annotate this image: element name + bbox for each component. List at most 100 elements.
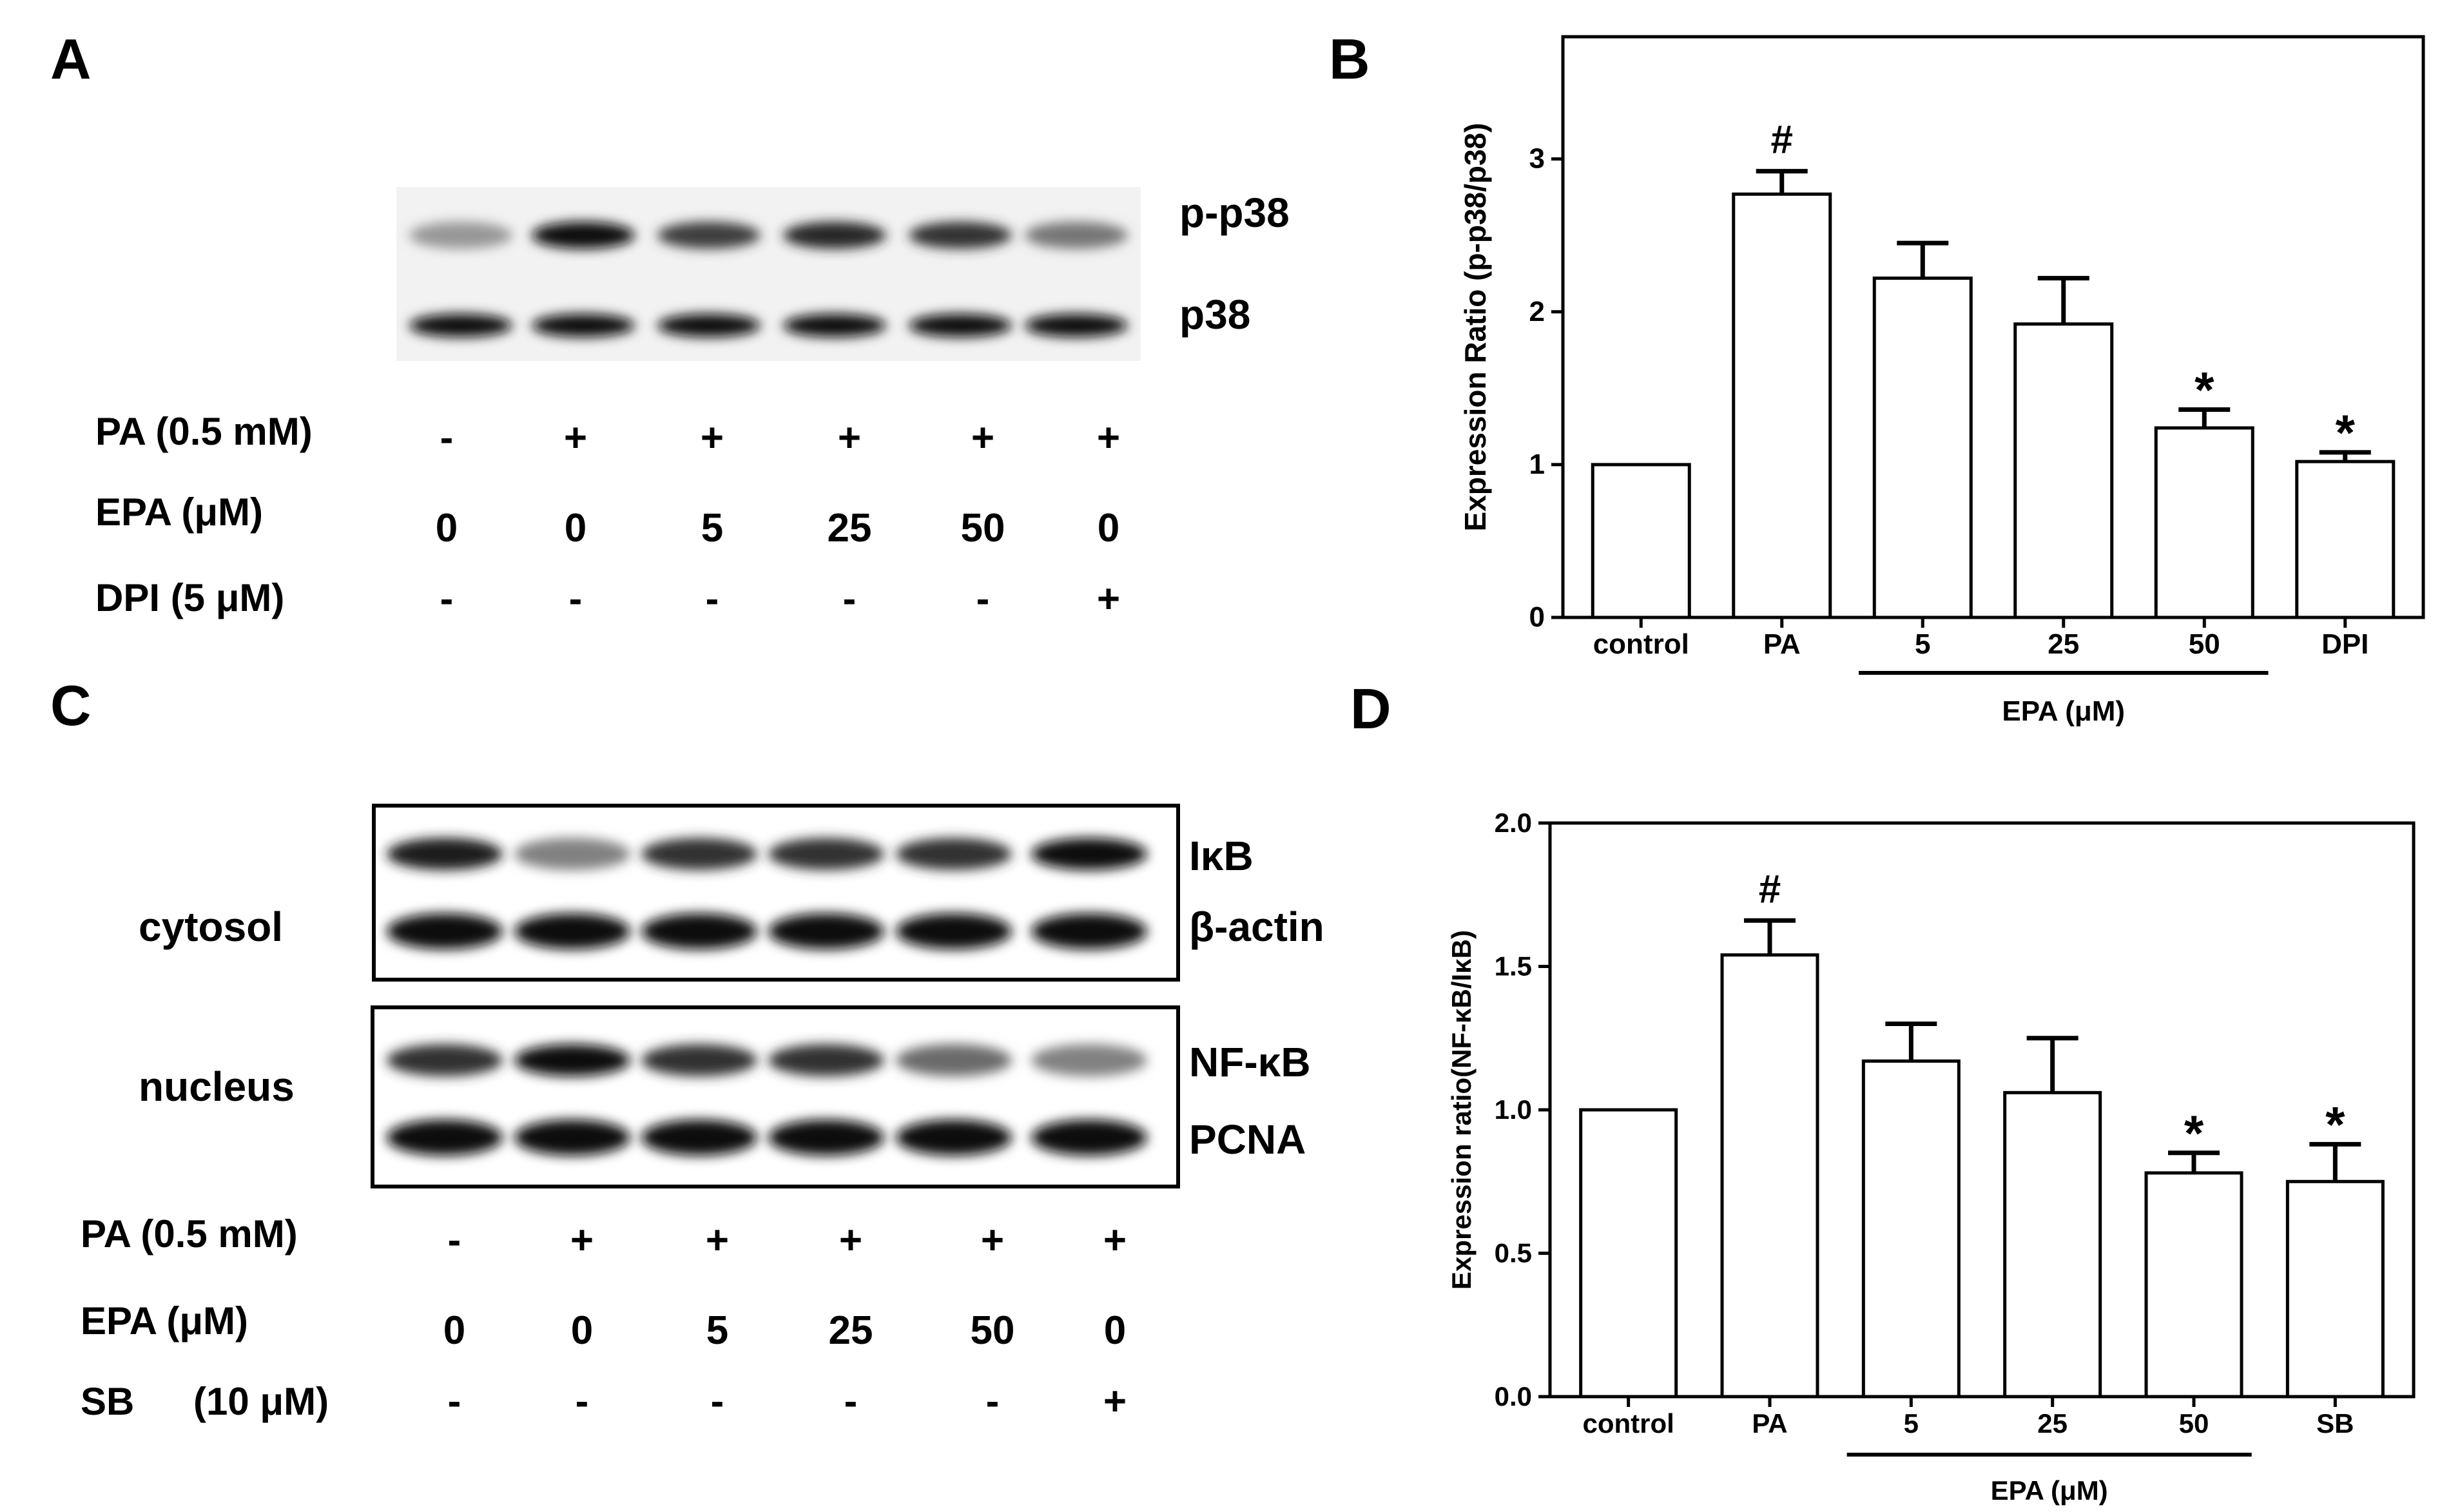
category-label-2: PA	[1763, 628, 1801, 660]
condition-2-lane-1: 0	[443, 1308, 465, 1353]
band-beta-actin-lane-5	[896, 913, 1012, 949]
band-beta-actin-lane-2	[514, 913, 630, 949]
panel-d: D 0.0 0.5 1.0 1.5 2.0 Expression ratio(NF-κB/…	[1350, 677, 2416, 1506]
condition-2-lane-2: 0	[565, 506, 586, 550]
condition-label-dpi: DPI (5 μM)	[95, 576, 284, 619]
band-p38-lane-6	[1025, 314, 1128, 337]
y-tick-label: 2	[1529, 296, 1545, 327]
bar-3	[1872, 276, 1973, 619]
band-p38-lane-4	[783, 314, 886, 337]
band-label-nf-kb: NF-κB	[1189, 1039, 1311, 1085]
condition-1-lane-4: +	[839, 1218, 862, 1263]
blot-c-bands	[387, 838, 1147, 1156]
band-beta-actin-lane-4	[768, 913, 884, 949]
condition-3-lane-6: +	[1103, 1379, 1127, 1424]
band-pcna-lane-3	[641, 1119, 757, 1156]
group-label: EPA (μM)	[1991, 1475, 2108, 1506]
condition-3-lane-4: -	[843, 577, 857, 621]
condition-2-lane-4: 25	[829, 1308, 873, 1353]
chart-d: 0.0 0.5 1.0 1.5 2.0 Expression ratio(NF-κB/Iκ…	[1446, 808, 2416, 1506]
band-p-p38-lane-5	[909, 222, 1012, 249]
bar-4	[2013, 322, 2114, 619]
category-label-6: DPI	[2321, 628, 2369, 660]
band-ikb-lane-4	[768, 838, 884, 870]
category-label-3: 5	[1915, 628, 1930, 660]
significance-2: #	[1771, 118, 1793, 162]
band-ikb-lane-1	[387, 838, 503, 870]
category-label-1: control	[1593, 628, 1689, 660]
band-label-pcna: PCNA	[1189, 1116, 1306, 1163]
condition-1-lane-1: -	[448, 1218, 461, 1263]
y-tick-label: 2.0	[1495, 808, 1532, 838]
panel-letter-c: C	[50, 674, 92, 737]
conditions-a: - + + + + +0 0 5 25 50 0 - - - - - +	[436, 416, 1120, 621]
condition-2-lane-5: 50	[961, 506, 1005, 550]
condition-1-lane-5: +	[981, 1218, 1004, 1263]
category-label-1: control	[1583, 1408, 1674, 1439]
band-p-p38-lane-3	[657, 222, 760, 249]
band-pcna-lane-2	[514, 1119, 630, 1156]
band-p38-lane-5	[909, 314, 1012, 337]
condition-3-lane-3: -	[711, 1379, 724, 1424]
condition-label-sb-dose: (10 μM)	[193, 1380, 329, 1423]
bar-1	[1591, 463, 1691, 619]
group-label: EPA (μM)	[2002, 695, 2125, 727]
condition-label-pa-c: PA (0.5 mM)	[81, 1212, 298, 1255]
chart-b: 0 1 2 3 Expression Ratio (p-p38/p38) control #…	[1458, 35, 2425, 727]
condition-3-lane-3: -	[706, 577, 719, 621]
condition-1-lane-2: +	[570, 1218, 594, 1263]
panel-letter-b: B	[1329, 27, 1370, 91]
significance-5: *	[2194, 362, 2214, 418]
band-p-p38-lane-1	[409, 222, 512, 249]
y-tick-label: 0.0	[1495, 1381, 1532, 1411]
condition-1-lane-3: +	[701, 416, 724, 460]
y-tick-label: 0	[1529, 601, 1545, 633]
condition-2-lane-1: 0	[436, 506, 458, 550]
condition-3-lane-5: -	[976, 577, 990, 621]
condition-label-pa: PA (0.5 mM)	[95, 410, 313, 453]
category-label-6: SB	[2316, 1408, 2354, 1439]
band-p-p38-lane-2	[532, 222, 635, 249]
band-nf-kb-lane-5	[896, 1044, 1012, 1076]
band-label-ikb: IκB	[1189, 833, 1254, 879]
y-axis-label: Expression ratio(NF-κB/IκB)	[1446, 930, 1477, 1290]
significance-5: *	[2184, 1105, 2204, 1161]
plot-frame	[1561, 35, 2425, 619]
compartment-label-cytosol: cytosol	[139, 904, 283, 950]
y-tick-label: 0.5	[1495, 1238, 1532, 1268]
band-nf-kb-lane-3	[641, 1044, 757, 1076]
significance-2: #	[1759, 867, 1781, 911]
blot-c-cytosol-frame	[372, 804, 1180, 982]
category-label-5: 50	[2189, 628, 2220, 660]
condition-2-lane-6: 0	[1104, 1308, 1126, 1353]
category-label-4: 25	[2037, 1408, 2068, 1439]
band-ikb-lane-6	[1031, 838, 1147, 870]
band-beta-actin-lane-3	[641, 913, 757, 949]
y-tick-label: 1.0	[1495, 1094, 1532, 1125]
bar-6	[2295, 460, 2396, 619]
panel-letter-d: D	[1350, 677, 1391, 741]
condition-label-sb: SB	[81, 1380, 134, 1423]
band-nf-kb-lane-4	[768, 1044, 884, 1076]
panel-b: B 0 1 2 3 Expression Ratio (p-p38/p38) contro…	[1329, 27, 2425, 727]
band-p-p38-lane-6	[1025, 222, 1128, 249]
band-p38-lane-1	[409, 314, 512, 337]
bar-2	[1732, 192, 1832, 619]
condition-3-lane-2: -	[569, 577, 583, 621]
bar-4	[2003, 1090, 2102, 1399]
bar-3	[1861, 1059, 1961, 1399]
band-nf-kb-lane-1	[387, 1044, 503, 1076]
y-tick-label: 3	[1529, 143, 1545, 175]
blot-a-background	[396, 187, 1141, 361]
bar-2	[1720, 953, 1819, 1399]
y-axis-label: Expression Ratio (p-p38/p38)	[1458, 123, 1492, 532]
condition-3-lane-5: -	[986, 1379, 1000, 1424]
y-tick-label: 1.5	[1495, 951, 1532, 982]
bar-5	[2154, 426, 2254, 619]
condition-2-lane-3: 5	[701, 506, 723, 550]
band-label-beta-actin: β-actin	[1189, 904, 1324, 950]
significance-6: *	[2325, 1096, 2345, 1152]
category-label-5: 50	[2179, 1408, 2209, 1439]
condition-1-lane-1: -	[440, 416, 454, 460]
category-label-2: PA	[1752, 1408, 1787, 1439]
